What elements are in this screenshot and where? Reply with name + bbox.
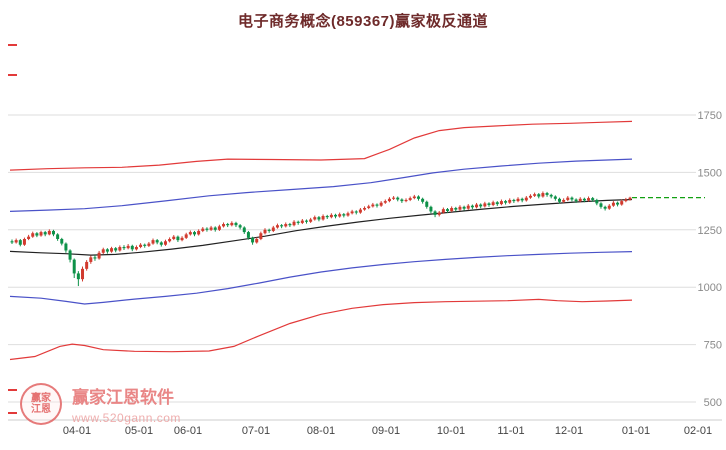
svg-text:11-01: 11-01 <box>497 425 524 437</box>
y-axis-labels: 1750 1500 1250 1000 750 500 <box>698 110 722 409</box>
channel-line-lower-red <box>9 298 633 361</box>
chart-title: 电子商务概念(859367)赢家极反通道 <box>237 13 489 30</box>
svg-text:12-01: 12-01 <box>555 425 583 437</box>
gridlines <box>8 114 696 403</box>
channel-line-lower-blue <box>9 251 633 305</box>
channel-line-mid-black <box>9 198 633 256</box>
svg-text:06-01: 06-01 <box>174 425 202 437</box>
svg-text:1500: 1500 <box>698 167 722 179</box>
channel-line-upper-blue <box>9 158 633 212</box>
candlestick-series <box>10 191 632 287</box>
svg-text:750: 750 <box>704 340 722 352</box>
svg-text:08-01: 08-01 <box>307 425 335 437</box>
svg-text:1250: 1250 <box>698 225 722 237</box>
left-axis-ticks <box>8 44 17 414</box>
x-axis-labels: 04-01 05-01 06-01 07-01 08-01 09-01 10-01 11-01… <box>63 425 712 437</box>
svg-text:10-01: 10-01 <box>437 425 465 437</box>
svg-text:01-01: 01-01 <box>622 425 650 437</box>
svg-text:1750: 1750 <box>698 110 722 122</box>
svg-text:05-01: 05-01 <box>125 425 153 437</box>
channel-lines <box>9 120 633 361</box>
svg-text:09-01: 09-01 <box>372 425 400 437</box>
channel-line-upper-red <box>9 120 633 171</box>
svg-text:500: 500 <box>704 397 722 409</box>
svg-text:02-01: 02-01 <box>684 425 712 437</box>
svg-text:04-01: 04-01 <box>63 425 91 437</box>
svg-text:07-01: 07-01 <box>242 425 270 437</box>
svg-text:1000: 1000 <box>698 282 722 294</box>
